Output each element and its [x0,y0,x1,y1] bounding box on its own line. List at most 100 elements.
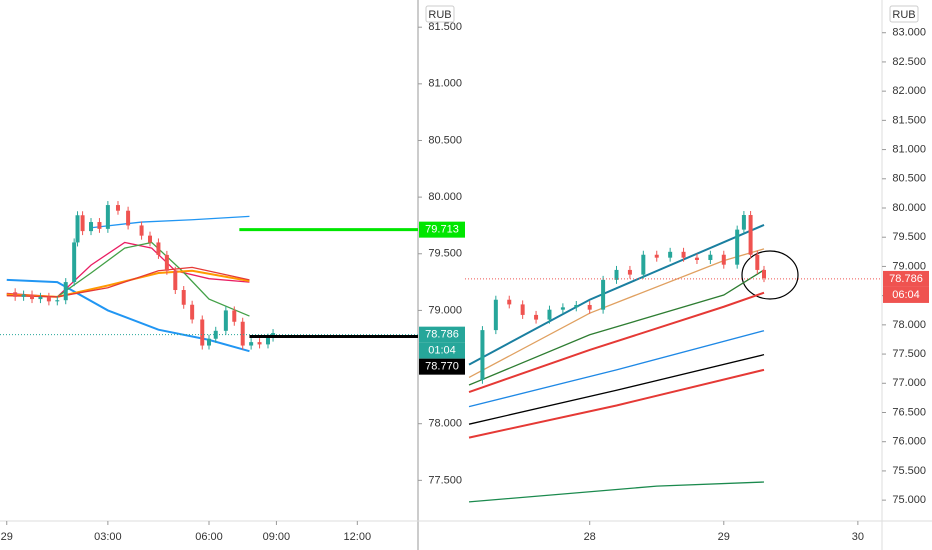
currency-box [425,5,455,23]
x-tick-label: 06:00 [195,531,223,543]
indicator-line [468,481,765,503]
candle [213,330,218,339]
indicator-line [6,241,250,298]
y-tick-label: 83.000 [892,27,926,39]
indicator-line [90,215,250,229]
candle [63,282,68,301]
candle [207,338,211,346]
candle [249,342,254,346]
y-tick-label: 82.500 [892,56,926,68]
indicator-line [468,330,765,408]
y-tick-label: 77.500 [892,348,926,360]
indicator-line [468,248,765,379]
y-tick-label: 80.000 [428,191,462,203]
candle [97,222,102,229]
countdown: 01:04 [428,345,456,357]
y-tick-label: 76.500 [892,406,926,418]
candle [493,299,498,331]
y-tick-label: 75.500 [892,465,926,477]
indicator-line [468,291,765,393]
price-badge [883,270,929,287]
candle [223,310,228,331]
candle [89,222,94,232]
y-tick-label: 80.000 [892,202,926,214]
candle [80,215,85,232]
candle [574,304,579,308]
y-tick-label: 76.000 [892,436,926,448]
candle [668,251,673,258]
candle [46,296,51,302]
candle [21,294,26,297]
y-tick-label: 80.500 [892,173,926,185]
x-tick-label: 09:00 [263,531,291,543]
candle [587,304,592,310]
y-tick-label: 79.000 [428,304,462,316]
price-badge-label: 78.770 [425,361,459,373]
candle [190,304,195,320]
candle [641,254,646,275]
x-tick-label: 29 [718,531,730,543]
candle [200,319,205,346]
x-tick-label: 12:00 [344,531,372,543]
candle [173,270,178,291]
candle [30,294,35,300]
indicator-line [468,269,765,386]
candle [181,290,186,305]
currency: RUB [428,9,451,21]
x-tick-label: 28 [584,531,596,543]
indicator-line [6,241,250,317]
candle [560,307,565,310]
candle [507,299,512,305]
indicator-line [468,354,765,425]
candle [126,210,131,226]
y-tick-label: 81.000 [892,143,926,155]
y-tick-label: 81.500 [892,114,926,126]
candle [72,242,77,283]
candle [735,229,740,265]
price-badge [419,221,465,238]
y-tick-label: 78.000 [892,319,926,331]
currency: RUB [892,9,915,21]
price-badge-label: 78.786 [425,329,459,341]
y-tick-label: 77.500 [428,474,462,486]
price-badge [419,358,465,375]
indicator-line [468,224,765,366]
candle [762,269,767,279]
y-tick-label: 79.000 [892,260,926,272]
y-tick-label: 82.000 [892,85,926,97]
highlight-circle [741,250,799,300]
candle [265,337,270,345]
candle [139,225,144,236]
y-tick-label: 79.500 [892,231,926,243]
candle [694,257,699,260]
candle [741,215,746,230]
candle [105,205,110,229]
candle [257,342,262,345]
candle [164,254,169,271]
y-tick-label: 77.000 [892,377,926,389]
candle [755,254,760,270]
candle [480,330,485,380]
price-badge-label: 79.713 [425,224,459,236]
candle [627,269,632,275]
candle [601,279,606,310]
candle [38,296,43,300]
candle [156,242,161,255]
candle [232,310,237,322]
countdown-badge [419,342,465,359]
indicator-line [6,278,250,353]
candle [547,309,552,320]
x-tick-label: 03:00 [94,531,122,543]
candle [681,251,686,258]
y-tick-label: 78.000 [428,418,462,430]
candle [75,215,80,243]
candle [115,205,120,211]
candle [534,314,539,320]
y-tick-label: 79.500 [428,248,462,260]
candle [748,215,753,255]
countdown-badge [883,286,929,303]
candle [148,235,153,243]
y-tick-label: 80.500 [428,134,462,146]
